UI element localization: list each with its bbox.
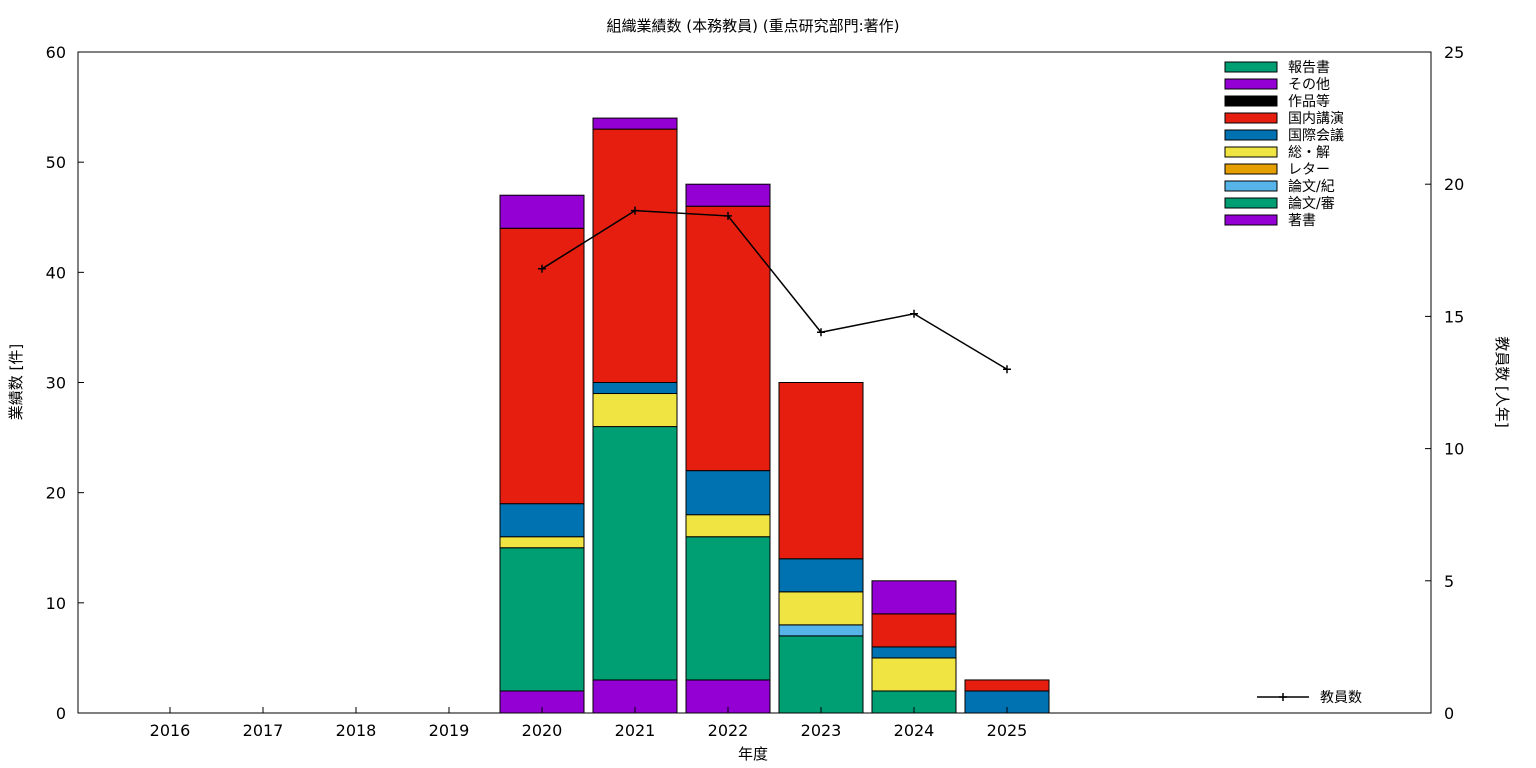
line-point-marker	[1003, 365, 1011, 374]
bar-segment	[964, 679, 1050, 692]
x-tick-label: 2018	[336, 721, 377, 740]
legend-label: 著書	[1288, 213, 1316, 229]
bar-segment	[592, 393, 678, 428]
legend-swatch	[1224, 214, 1278, 226]
x-tick-label: 2016	[150, 721, 191, 740]
bar-segment	[499, 503, 585, 538]
bar-segment	[778, 635, 864, 714]
y2-tick-label: 25	[1444, 43, 1464, 62]
bar-segment	[592, 426, 678, 681]
bar-segment	[778, 558, 864, 593]
y2-tick-label: 20	[1444, 175, 1464, 194]
bar-segment	[871, 580, 957, 615]
line-point-marker	[910, 309, 918, 318]
legend-line-marker	[1279, 693, 1287, 701]
bar-segment	[499, 227, 585, 505]
y2-tick-label: 0	[1444, 704, 1454, 723]
bar-segment	[499, 547, 585, 692]
bar-segment	[592, 117, 678, 130]
y-axis-label: 業績数 [件]	[7, 344, 25, 420]
bar-segment	[871, 646, 957, 659]
line-point-marker	[724, 211, 732, 220]
y2-tick-label: 10	[1444, 440, 1464, 459]
line-point-marker	[817, 328, 825, 337]
bar-segment	[499, 194, 585, 229]
y-tick-label: 30	[46, 374, 66, 393]
y2-axis-label: 教員数 [人年]	[1493, 336, 1511, 427]
legend-swatch	[1224, 61, 1278, 73]
line-series-path	[541, 209, 1008, 370]
legend-label: 総・解	[1288, 145, 1330, 161]
bar-segment	[871, 657, 957, 692]
legend-label: 作品等	[1288, 93, 1330, 110]
bar-segment	[592, 128, 678, 383]
y-tick-label: 10	[46, 594, 66, 613]
legend-label: 論文/紀	[1288, 179, 1335, 195]
line-point-marker	[631, 206, 639, 215]
bar-segment	[685, 536, 771, 681]
y-tick-label: 40	[46, 263, 66, 282]
bar-segment	[592, 382, 678, 395]
legend-label: レター	[1288, 162, 1330, 178]
x-axis-label: 年度	[738, 745, 768, 763]
legend-swatch	[1224, 146, 1278, 158]
legend-swatch	[1224, 78, 1278, 90]
bar-segment	[685, 205, 771, 472]
bar-segment	[871, 613, 957, 648]
legend-label: 国際会議	[1288, 127, 1344, 144]
y-tick-label: 60	[46, 43, 66, 62]
bar-segment	[685, 514, 771, 538]
bar-segment	[778, 624, 864, 637]
bar-segment	[778, 382, 864, 560]
legend-swatch	[1224, 95, 1278, 107]
x-tick-label: 2023	[801, 721, 842, 740]
bars-layer	[499, 117, 1050, 714]
x-tick-label: 2024	[894, 721, 935, 740]
y2-tick-label: 15	[1444, 307, 1464, 326]
legend-label: 国内講演	[1288, 111, 1344, 127]
chart-title: 組織業績数 (本務教員) (重点研究部門:著作)	[607, 17, 900, 35]
legend-swatch	[1224, 197, 1278, 209]
x-tick-label: 2022	[708, 721, 749, 740]
x-tick-label: 2025	[987, 721, 1028, 740]
x-tick-label: 2019	[429, 721, 470, 740]
legend-label: その他	[1288, 77, 1330, 93]
legend-swatch	[1224, 163, 1278, 175]
y-tick-label: 0	[56, 704, 66, 723]
y-tick-label: 20	[46, 484, 66, 503]
bar-segment	[778, 591, 864, 626]
x-tick-label: 2021	[615, 721, 656, 740]
x-tick-label: 2020	[522, 721, 563, 740]
legend-line-label: 教員数	[1320, 690, 1362, 706]
x-tick-label: 2017	[243, 721, 284, 740]
bar-segment	[685, 470, 771, 516]
legend-swatch	[1224, 129, 1278, 141]
legend-swatch	[1224, 112, 1278, 124]
line-point-marker	[538, 264, 546, 273]
legend-label: 論文/審	[1288, 196, 1335, 212]
line-layer	[538, 206, 1011, 374]
y-tick-label: 50	[46, 153, 66, 172]
legend-label: 報告書	[1288, 60, 1330, 76]
legend-swatch	[1224, 180, 1278, 192]
bar-segment	[685, 183, 771, 207]
y2-tick-label: 5	[1444, 572, 1454, 591]
bar-segment	[499, 536, 585, 549]
